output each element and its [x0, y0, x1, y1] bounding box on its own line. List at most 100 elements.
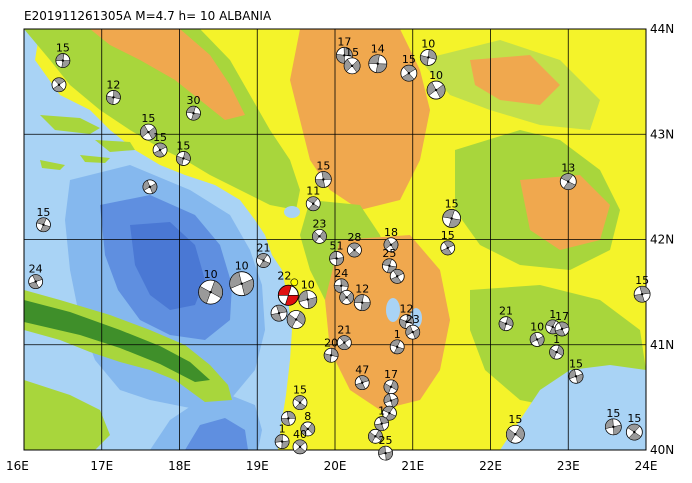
depth-label: 25: [382, 247, 396, 260]
focal-mechanism: 10: [426, 69, 446, 100]
beachball-compressional-quadrant: [276, 304, 288, 314]
beachball-compressional-quadrant: [448, 218, 461, 228]
depth-label: 13: [561, 162, 575, 175]
beachball-compressional-quadrant: [148, 126, 157, 140]
beachball-compressional-quadrant: [28, 281, 40, 289]
map-frame: [23, 28, 647, 451]
beachball-compressional-quadrant: [392, 269, 404, 277]
beachball-compressional-quadrant: [323, 353, 332, 363]
beachball-compressional-quadrant: [383, 383, 392, 394]
beachball-compressional-quadrant: [426, 81, 437, 96]
beachball-compressional-quadrant: [294, 439, 306, 448]
beachball-compressional-quadrant: [338, 342, 350, 350]
beachball-compressional-quadrant: [281, 440, 290, 449]
focal-mechanism: 47: [354, 364, 370, 391]
beachball-center-dot: [294, 318, 298, 321]
beachball-compressional-quadrant: [382, 258, 392, 267]
beachball-center-dot: [633, 430, 636, 434]
focal-mechanism: [286, 310, 306, 329]
beachball-compressional-quadrant: [149, 182, 158, 194]
depth-label: 1: [394, 328, 401, 341]
focal-mechanism: 15: [292, 384, 308, 411]
beachball-compressional-quadrant: [142, 180, 151, 191]
beachball-compressional-quadrant: [210, 280, 223, 299]
beachball-center-dot: [148, 185, 152, 189]
beachball-compressional-quadrant: [360, 302, 371, 311]
beachball-center-dot: [555, 350, 558, 354]
depth-label: 10: [421, 37, 435, 50]
focal-mechanism: [270, 304, 288, 322]
depth-label: 21: [499, 305, 513, 318]
focal-mechanism: 25: [378, 434, 393, 461]
beachball-center-dot: [335, 257, 338, 260]
beachball-compressional-quadrant: [375, 429, 383, 441]
focal-mechanism: 1: [549, 333, 564, 360]
focal-mechanism: [368, 428, 383, 444]
longitude-tick-label: 21E: [401, 459, 424, 473]
beachball-center-dot: [396, 275, 399, 278]
focal-mechanism: [383, 393, 399, 408]
beachball-compressional-quadrant: [300, 423, 309, 435]
beachball-center-dot: [504, 322, 508, 325]
depth-label: 15: [445, 197, 459, 210]
beachball-compressional-quadrant: [307, 296, 318, 309]
depth-label: 20: [324, 336, 338, 349]
depth-label: 1: [553, 333, 560, 346]
highlands-5: [520, 175, 610, 250]
beachball-center-dot: [567, 180, 570, 183]
focal-mechanism: 21: [498, 305, 514, 332]
beachball-center-dot: [388, 411, 391, 415]
beachball-compressional-quadrant: [383, 393, 392, 404]
focal-mechanism: 12: [399, 303, 414, 329]
beachball-compressional-quadrant: [498, 320, 507, 331]
depth-label: 17: [337, 35, 351, 48]
beachball-center-dot: [240, 282, 243, 285]
longitude-labels: 16E 17E 18E 19E 20E 21E 22E 23E 24E: [6, 459, 657, 473]
beachball-center-dot: [34, 280, 37, 283]
beachball-center-dot: [306, 427, 309, 431]
beachball-compressional-quadrant: [329, 251, 338, 260]
depth-label: 10: [530, 320, 544, 333]
beachball-compressional-quadrant: [442, 209, 455, 219]
epicenter-pin: [290, 278, 299, 287]
beachball-compressional-quadrant: [390, 339, 401, 348]
adriatic-deepest: [130, 222, 205, 310]
depth-label: 15: [293, 384, 307, 397]
focal-mechanism: 10: [198, 268, 224, 305]
beachball-compressional-quadrant: [106, 95, 114, 105]
depth-label: 30: [186, 94, 200, 107]
beachball-compressional-quadrant: [241, 278, 254, 296]
depth-label: 15: [345, 46, 359, 59]
beachball-compressional-quadrant: [549, 348, 557, 359]
beachball-compressional-quadrant: [558, 321, 570, 330]
focal-mechanism: 20: [323, 336, 339, 363]
beachball-compressional-quadrant: [293, 395, 306, 403]
longitude-tick-label: 22E: [479, 459, 502, 473]
depth-label: 12: [355, 283, 369, 296]
beachball-center-dot: [514, 433, 517, 436]
beachball-compressional-quadrant: [536, 335, 545, 347]
beachball-compressional-quadrant: [639, 285, 651, 295]
focal-mechanism: 17: [383, 368, 399, 395]
focal-mechanism: 21: [256, 242, 271, 268]
depth-label: 17: [384, 368, 398, 381]
beachball-center-dot: [353, 248, 356, 252]
focal-mechanism: 15: [400, 53, 418, 82]
focal-mechanism: 10: [419, 37, 437, 66]
beachball-compressional-quadrant: [428, 49, 437, 60]
beachball-compressional-quadrant: [294, 402, 307, 410]
focal-mechanism: 15: [139, 112, 157, 141]
beachball-center-dot: [277, 311, 281, 315]
focal-mechanism: 18: [383, 226, 399, 253]
beachball-compressional-quadrant: [298, 290, 309, 303]
beachball-compressional-quadrant: [368, 431, 376, 443]
focal-mechanism: 12: [353, 283, 371, 312]
beachball-compressional-quadrant: [256, 253, 268, 261]
focal-mechanism: 15: [36, 206, 51, 233]
beachball-center-dot: [262, 259, 265, 262]
beachball-compressional-quadrant: [330, 348, 339, 358]
focal-mechanism: 15: [343, 46, 361, 75]
longitude-tick-label: 16E: [6, 459, 29, 473]
depth-label: 1: [549, 308, 556, 321]
